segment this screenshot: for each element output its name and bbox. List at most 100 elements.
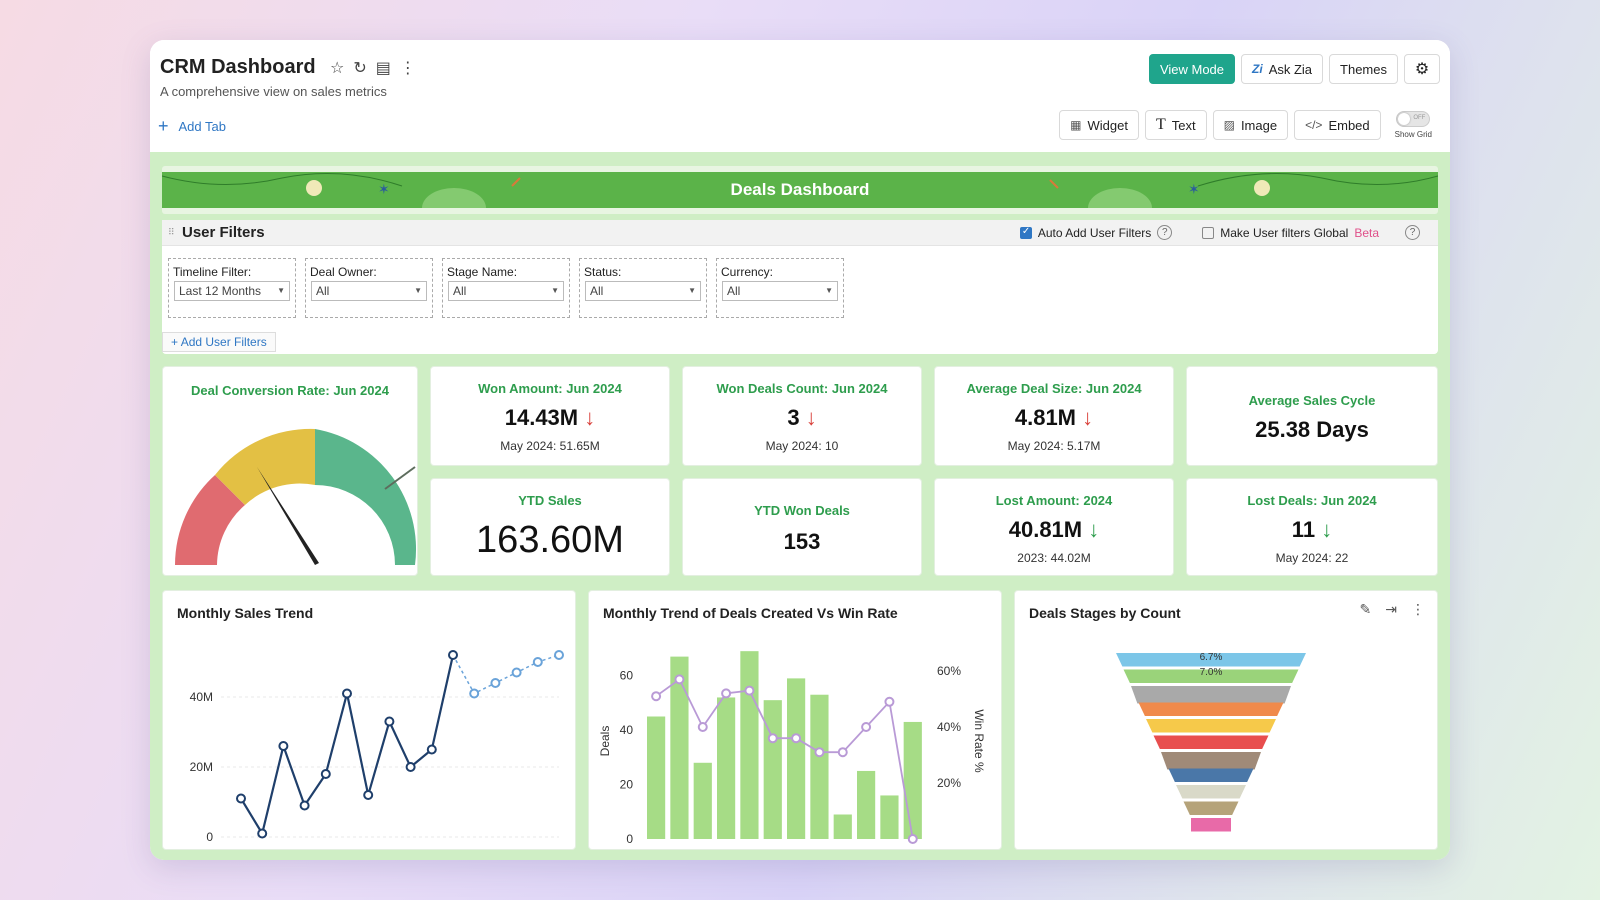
user-filters-options: Auto Add User Filters ? Make User filter… (1019, 225, 1420, 240)
themes-button[interactable]: Themes (1329, 54, 1398, 84)
deal-owner-filter: Deal Owner: All ▼ (305, 258, 433, 318)
text-icon: T (1155, 116, 1166, 133)
zia-icon: Zi (1252, 62, 1263, 76)
stage-name-filter: Stage Name: All ▼ (442, 258, 570, 318)
add-user-filters-button[interactable]: + Add User Filters (162, 332, 276, 352)
text-label: Text (1171, 117, 1196, 133)
kpi-number: 11 (1291, 517, 1316, 542)
ask-zia-label: Ask Zia (1268, 61, 1313, 77)
lost-amount-card[interactable]: Lost Amount: 2024 40.81M ↓ 2023: 44.02M (934, 478, 1174, 576)
auto-add-label: Auto Add User Filters (1037, 225, 1152, 240)
add-filters-label: Add User Filters (180, 335, 267, 349)
more-vertical-icon[interactable]: ⋮ (399, 60, 416, 77)
monthly-sales-trend-card[interactable]: Monthly Sales Trend 0 20M 40M (162, 590, 576, 850)
refresh-icon[interactable]: ↻ (353, 60, 367, 77)
add-tab-label: Add Tab (178, 119, 226, 134)
win-rate-point (814, 747, 825, 758)
funnel-stage (1191, 818, 1231, 832)
filter-value: All (727, 284, 741, 298)
timeline-filter-select[interactable]: Last 12 Months ▼ (174, 281, 290, 301)
funnel-stage (1176, 785, 1246, 799)
help-icon[interactable]: ? (1405, 225, 1420, 240)
deals-vs-winrate-chart: 0 20 40 60 20% 40% 60% Deals Win Rate % (598, 651, 986, 846)
forecast-line (452, 654, 560, 695)
image-button[interactable]: ▨ Image (1212, 110, 1289, 140)
view-mode-button[interactable]: View Mode (1148, 54, 1236, 84)
ask-zia-button[interactable]: Zi Ask Zia (1241, 54, 1324, 84)
status-select[interactable]: All ▼ (585, 281, 701, 301)
widget-button[interactable]: ▦ Widget (1059, 110, 1139, 140)
banner-dot-left (306, 180, 322, 196)
y2-tick-label: 40% (937, 720, 961, 734)
status-filter: Status: All ▼ (579, 258, 707, 318)
banner-star-right: ✶ (1188, 181, 1200, 197)
ytd-sales-card[interactable]: YTD Sales 163.60M (430, 478, 670, 576)
banner-dot-right (1254, 180, 1270, 196)
dropdown-arrow-icon: ▼ (414, 286, 422, 295)
embed-button[interactable]: </> Embed (1294, 110, 1381, 140)
kpi-number: 40.81M (1008, 517, 1083, 542)
kpi-value: 3 ↓ (683, 405, 921, 431)
more-vertical-icon[interactable]: ⋮ (1411, 601, 1425, 617)
arrow-down-icon: ↓ (584, 405, 596, 430)
chart-title: Monthly Trend of Deals Created Vs Win Ra… (603, 605, 898, 621)
widget-toolbar: ▦ Widget T Text ▨ Image </> Embed OFF Sh… (1059, 110, 1432, 140)
avg-sales-cycle-card[interactable]: Average Sales Cycle 25.38 Days (1186, 366, 1438, 466)
currency-select[interactable]: All ▼ (722, 281, 838, 301)
sales-point (426, 744, 437, 755)
lost-deals-card[interactable]: Lost Deals: Jun 2024 11 ↓ May 2024: 22 (1186, 478, 1438, 576)
star-icon[interactable]: ☆ (330, 60, 345, 77)
dashboard-canvas: ✶ ✶ Deals Dashboard ⠿ User Filters Auto … (150, 152, 1450, 860)
drag-handle-icon[interactable]: ⠿ (168, 227, 175, 237)
y-tick-label: 0 (206, 830, 213, 844)
forecast-point (532, 657, 543, 667)
y-tick-label: 40 (620, 723, 634, 737)
kpi-title: YTD Won Deals (754, 503, 850, 518)
forecast-point (511, 667, 522, 678)
avg-deal-size-card[interactable]: Average Deal Size: Jun 2024 4.81M ↓ May … (934, 366, 1174, 466)
sales-point (363, 790, 374, 800)
show-grid-toggle[interactable]: OFF Show Grid (1395, 111, 1432, 139)
chart-title: Monthly Sales Trend (177, 605, 314, 621)
make-global-label: Make User filters Global (1220, 225, 1349, 240)
text-button[interactable]: T Text (1144, 110, 1207, 140)
win-rate-point (744, 685, 755, 696)
kpi-number: 3 (787, 405, 800, 430)
export-icon[interactable]: ⇥ (1385, 601, 1397, 617)
funnel-stage (1153, 735, 1269, 749)
help-icon[interactable]: ? (1157, 225, 1173, 240)
deals-bar (763, 700, 782, 839)
sales-point (236, 793, 246, 804)
switch-state: OFF (1413, 115, 1426, 121)
gauge-segment-green (315, 429, 417, 565)
plus-icon: + (171, 335, 181, 349)
won-count-card[interactable]: Won Deals Count: Jun 2024 3 ↓ May 2024: … (682, 366, 922, 466)
banner-title: Deals Dashboard (730, 180, 870, 199)
stage-name-select[interactable]: All ▼ (448, 281, 564, 301)
deals-vs-winrate-card[interactable]: Monthly Trend of Deals Created Vs Win Ra… (588, 590, 1002, 850)
deal-stages-funnel: 6.7% 7.0% (1116, 652, 1306, 832)
deal-owner-select[interactable]: All ▼ (311, 281, 427, 301)
page-subtitle: A comprehensive view on sales metrics (160, 84, 387, 99)
win-rate-point (697, 722, 708, 732)
deal-stages-card[interactable]: Deals Stages by Count ✎ ⇥ ⋮ 6.7% 7.0% (1014, 590, 1438, 850)
save-icon[interactable]: ▤ (375, 60, 391, 77)
monthly-sales-trend-chart: 0 20M 40M (190, 650, 564, 844)
gauge-card[interactable]: Deal Conversion Rate: Jun 2024 (162, 366, 418, 576)
y2-axis-label: Win Rate % (972, 709, 986, 773)
auto-add-checkbox[interactable] (1019, 226, 1032, 239)
ytd-won-deals-card[interactable]: YTD Won Deals 153 (682, 478, 922, 576)
kpi-title: Lost Amount: 2024 (995, 493, 1113, 508)
funnel-stage (1131, 686, 1291, 704)
add-tab-link[interactable]: + Add Tab (158, 116, 226, 137)
make-global-checkbox[interactable] (1202, 226, 1215, 239)
grid-switch[interactable]: OFF (1396, 111, 1431, 127)
won-amount-card[interactable]: Won Amount: Jun 2024 14.43M ↓ May 2024: … (430, 366, 670, 466)
banner-hill-right (1088, 188, 1152, 208)
y-tick-label: 20 (620, 778, 634, 792)
user-filters-header: ⠿ User Filters Auto Add User Filters ? M… (162, 220, 1438, 246)
settings-button[interactable]: ⚙ (1404, 54, 1440, 84)
edit-icon[interactable]: ✎ (1359, 601, 1372, 617)
plus-icon: + (158, 116, 169, 136)
win-rate-point (721, 688, 732, 699)
